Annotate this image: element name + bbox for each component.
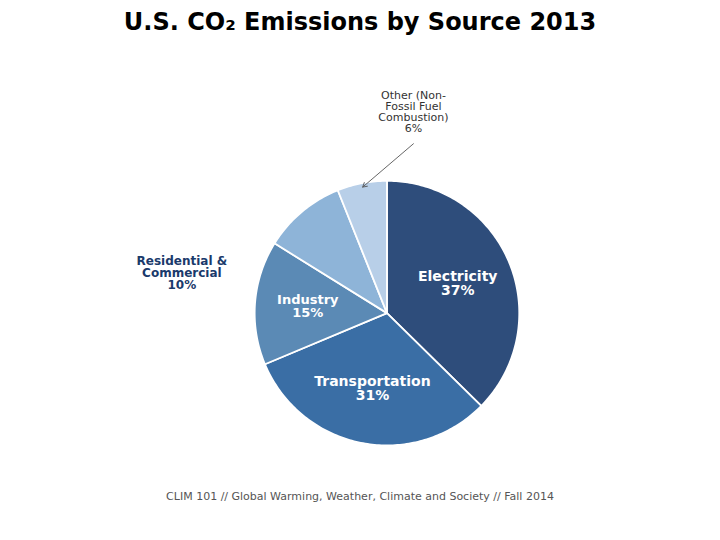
svg-text:Residential &Commercial10%: Residential &Commercial10% — [137, 254, 228, 292]
svg-text:Transportation31%: Transportation31% — [314, 373, 430, 403]
svg-text:Other (Non-Fossil FuelCombusti: Other (Non-Fossil FuelCombustion)6% — [378, 89, 448, 135]
html-text:CLIM 101 // Global Warming, We: CLIM 101 // Global Warming, Weather, Cli… — [166, 490, 554, 503]
html-text:U.S. CO₂ Emissions by Source 2: U.S. CO₂ Emissions by Source 2013 — [123, 8, 597, 36]
svg-text:Industry15%: Industry15% — [277, 292, 339, 320]
svg-text:Electricity37%: Electricity37% — [418, 268, 497, 298]
